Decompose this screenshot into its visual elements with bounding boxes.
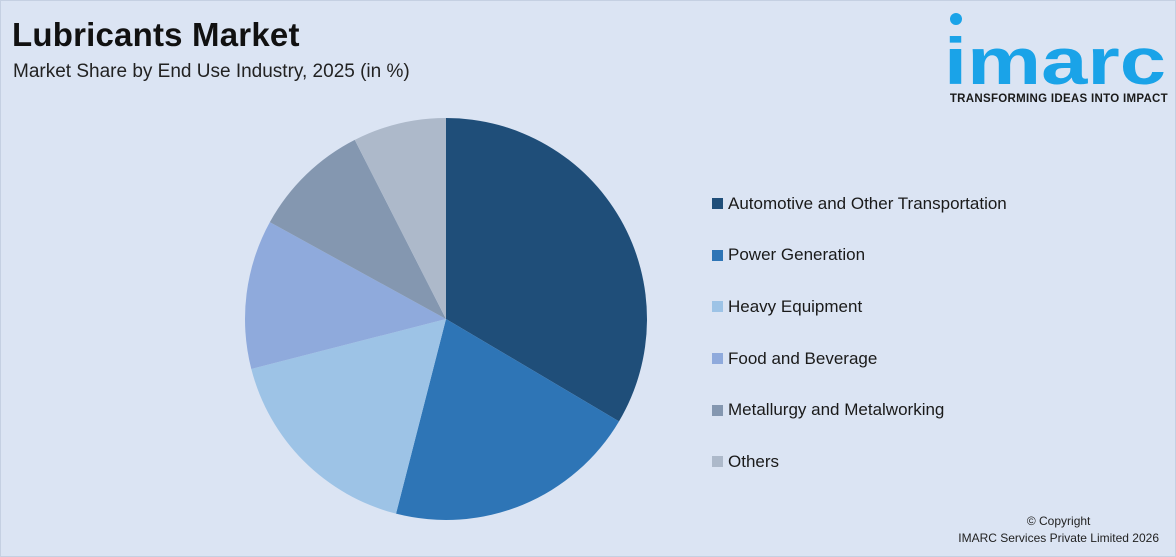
- legend-swatch: [712, 404, 723, 416]
- pie-slice-power-generation: [396, 319, 620, 520]
- legend-label: Automotive and Other Transportation: [728, 193, 1007, 213]
- legend-item: Metallurgy and Metalworking: [712, 384, 1007, 436]
- copyright-notice: © Copyright IMARC Services Private Limit…: [958, 513, 1159, 547]
- copyright-line-1: © Copyright: [1026, 514, 1091, 528]
- chart-subtitle: Market Share by End Use Industry, 2025 (…: [13, 61, 410, 82]
- logo-tagline: TRANSFORMING IDEAS INTO IMPACT: [949, 93, 1168, 105]
- pie-chart: [245, 118, 647, 520]
- legend-swatch: [712, 249, 723, 261]
- pie-slice-metallurgy-and-metalworking: [269, 139, 446, 319]
- copyright-line-2: IMARC Services Private Limited 2026: [958, 531, 1159, 545]
- legend-label: Metallurgy and Metalworking: [728, 400, 945, 420]
- legend-swatch: [712, 353, 723, 365]
- legend-swatch: [712, 456, 723, 468]
- logo-wordmark: imarc: [944, 24, 1166, 92]
- legend-item: Food and Beverage: [712, 333, 1007, 385]
- legend-swatch: [712, 198, 723, 210]
- legend-label: Others: [728, 451, 780, 471]
- imarc-logo: imarc: [944, 12, 1168, 112]
- legend-item: Power Generation: [712, 230, 1007, 282]
- legend-label: Power Generation: [728, 245, 866, 265]
- legend-swatch: [712, 301, 723, 313]
- legend-item: Heavy Equipment: [712, 281, 1007, 333]
- chart-title: Lubricants Market: [12, 16, 300, 53]
- pie-slice-heavy-equipment: [251, 319, 446, 514]
- chart-legend: Automotive and Other Transportation Power…: [712, 178, 1007, 488]
- legend-label: Heavy Equipment: [728, 296, 863, 316]
- pie-slice-automotive-and-other-transportation: [446, 118, 647, 422]
- legend-label: Food and Beverage: [728, 348, 878, 368]
- legend-item: Automotive and Other Transportation: [712, 178, 1007, 230]
- legend-item: Others: [712, 436, 1007, 488]
- pie-slice-others: [354, 118, 446, 319]
- pie-slice-food-and-beverage: [245, 222, 446, 369]
